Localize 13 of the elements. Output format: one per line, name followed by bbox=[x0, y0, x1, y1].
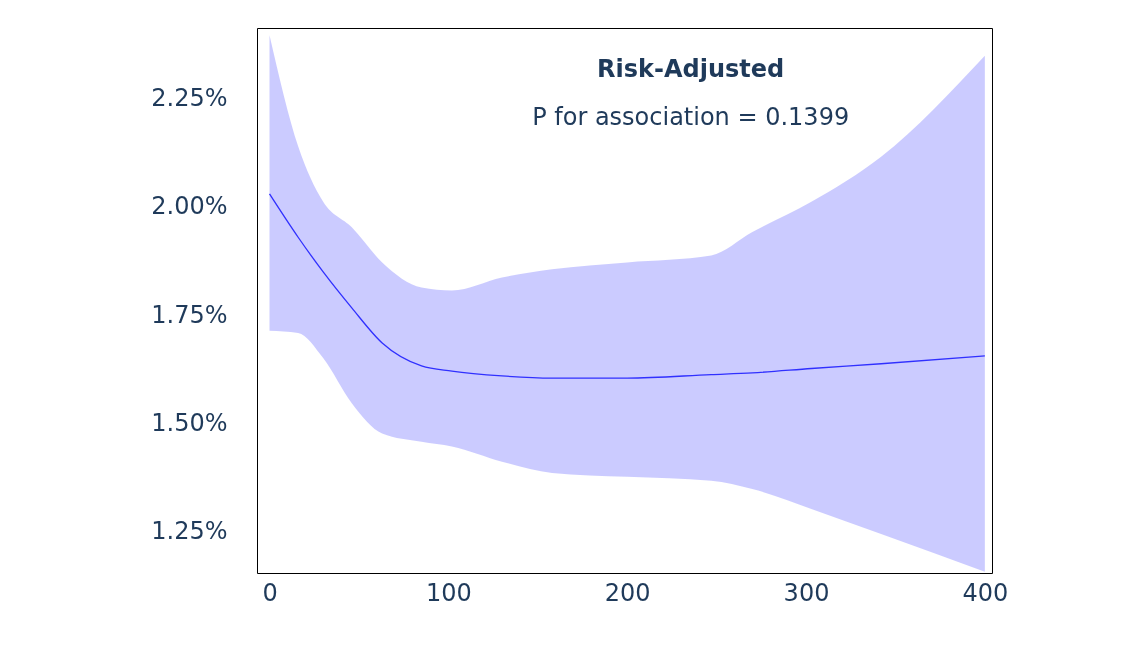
text: P for association = 0.1399 bbox=[532, 103, 850, 131]
x-tick-label: 100 bbox=[425, 578, 472, 607]
y-tick-label: 2.00% bbox=[151, 192, 228, 221]
y-tick-label: 1.75% bbox=[151, 300, 228, 329]
x-tick-label: 0 bbox=[262, 578, 278, 607]
y-tick-label: 2.25% bbox=[151, 84, 228, 113]
y-tick-label: 1.50% bbox=[151, 409, 228, 438]
text: Risk-Adjusted bbox=[597, 55, 785, 83]
x-tick-label: 400 bbox=[962, 578, 1009, 607]
x-tick-label: 300 bbox=[783, 578, 830, 607]
line-series bbox=[268, 193, 986, 379]
x-tick-label: 200 bbox=[604, 578, 651, 607]
y-tick-label: 1.25% bbox=[151, 517, 228, 546]
